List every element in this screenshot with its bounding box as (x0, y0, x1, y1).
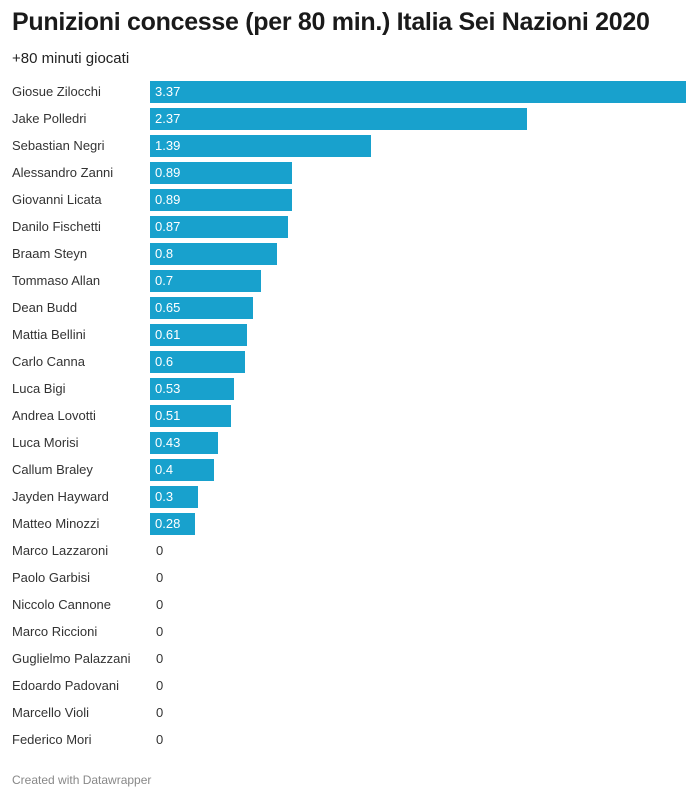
table-row: Marco Lazzaroni 0 (0, 539, 698, 566)
value-label: 0.4 (155, 462, 174, 477)
category-label: Matteo Minozzi (12, 516, 100, 531)
category-label: Sebastian Negri (12, 138, 105, 153)
category-label: Paolo Garbisi (12, 570, 91, 585)
category-label: Niccolo Cannone (12, 597, 112, 612)
bar (150, 432, 218, 454)
value-label: 0.89 (155, 165, 181, 180)
category-label: Giovanni Licata (12, 192, 102, 207)
value-label: 0 (156, 651, 164, 666)
value-label: 0.87 (155, 219, 181, 234)
category-label: Marcello Violi (12, 705, 90, 720)
table-row: Federico Mori 0 (0, 728, 698, 755)
value-label: 0 (156, 705, 164, 720)
datawrapper-credit: Created with Datawrapper (12, 773, 152, 787)
table-row: Luca Morisi 0.43 (0, 431, 698, 458)
category-label: Dean Budd (12, 300, 78, 315)
bar (150, 405, 231, 427)
table-row: Edoardo Padovani 0 (0, 674, 698, 701)
category-label: Luca Bigi (12, 381, 66, 396)
bar (150, 189, 292, 211)
category-label: Alessandro Zanni (12, 165, 114, 180)
category-label: Giosue Zilocchi (12, 84, 101, 99)
category-label: Mattia Bellini (12, 327, 86, 342)
bar (150, 297, 253, 319)
bar (150, 324, 247, 346)
value-label: 0.61 (155, 327, 181, 342)
value-label: 0.7 (155, 273, 174, 288)
value-label: 0.65 (155, 300, 181, 315)
table-row: Jayden Hayward 0.3 (0, 485, 698, 512)
bar (150, 243, 277, 265)
value-label: 0.6 (155, 354, 174, 369)
table-row: Marco Riccioni 0 (0, 620, 698, 647)
table-row: Giosue Zilocchi 3.37 (0, 80, 698, 107)
bar (150, 513, 195, 535)
category-label: Danilo Fischetti (12, 219, 101, 234)
bar (150, 162, 292, 184)
table-row: Tommaso Allan 0.7 (0, 269, 698, 296)
category-label: Guglielmo Palazzani (12, 651, 131, 666)
category-label: Carlo Canna (12, 354, 85, 369)
bar (150, 135, 371, 157)
value-label: 0.89 (155, 192, 181, 207)
table-row: Callum Braley 0.4 (0, 458, 698, 485)
category-label: Tommaso Allan (12, 273, 101, 288)
value-label: 0 (156, 570, 164, 585)
table-row: Niccolo Cannone 0 (0, 593, 698, 620)
value-label: 2.37 (155, 111, 181, 126)
category-label: Marco Riccioni (12, 624, 98, 639)
value-label: 0 (156, 732, 164, 747)
value-label: 0 (156, 597, 164, 612)
bar (150, 378, 234, 400)
value-label: 0 (156, 543, 164, 558)
bar (150, 351, 245, 373)
value-label: 0.8 (155, 246, 174, 261)
table-row: Andrea Lovotti 0.51 (0, 404, 698, 431)
category-label: Braam Steyn (12, 246, 88, 261)
chart-title: Punizioni concesse (per 80 min.) Italia … (12, 8, 650, 36)
value-label: 3.37 (155, 84, 181, 99)
category-label: Jake Polledri (12, 111, 87, 126)
bar (150, 459, 214, 481)
table-row: Alessandro Zanni 0.89 (0, 161, 698, 188)
table-row: Mattia Bellini 0.61 (0, 323, 698, 350)
bar (150, 486, 198, 508)
category-label: Callum Braley (12, 462, 93, 477)
category-label: Marco Lazzaroni (12, 543, 109, 558)
value-label: 0.28 (155, 516, 181, 531)
table-row: Luca Bigi 0.53 (0, 377, 698, 404)
value-label: 0.3 (155, 489, 174, 504)
bar (150, 81, 686, 103)
table-row: Carlo Canna 0.6 (0, 350, 698, 377)
table-row: Dean Budd 0.65 (0, 296, 698, 323)
value-label: 1.39 (155, 138, 181, 153)
chart-subtitle: +80 minuti giocati (12, 50, 130, 67)
table-row: Braam Steyn 0.8 (0, 242, 698, 269)
table-row: Danilo Fischetti 0.87 (0, 215, 698, 242)
table-row: Marcello Violi 0 (0, 701, 698, 728)
bar (150, 216, 288, 238)
category-label: Luca Morisi (12, 435, 79, 450)
value-label: 0 (156, 624, 164, 639)
table-row: Sebastian Negri 1.39 (0, 134, 698, 161)
bar (150, 270, 261, 292)
category-label: Andrea Lovotti (12, 408, 96, 423)
table-row: Matteo Minozzi 0.28 (0, 512, 698, 539)
value-label: 0.51 (155, 408, 181, 423)
value-label: 0.53 (155, 381, 181, 396)
table-row: Guglielmo Palazzani 0 (0, 647, 698, 674)
table-row: Paolo Garbisi 0 (0, 566, 698, 593)
category-label: Edoardo Padovani (12, 678, 119, 693)
table-row: Giovanni Licata 0.89 (0, 188, 698, 215)
category-label: Jayden Hayward (12, 489, 109, 504)
value-label: 0.43 (155, 435, 181, 450)
table-row: Jake Polledri 2.37 (0, 107, 698, 134)
value-label: 0 (156, 678, 164, 693)
category-label: Federico Mori (12, 732, 92, 747)
bar (150, 108, 527, 130)
